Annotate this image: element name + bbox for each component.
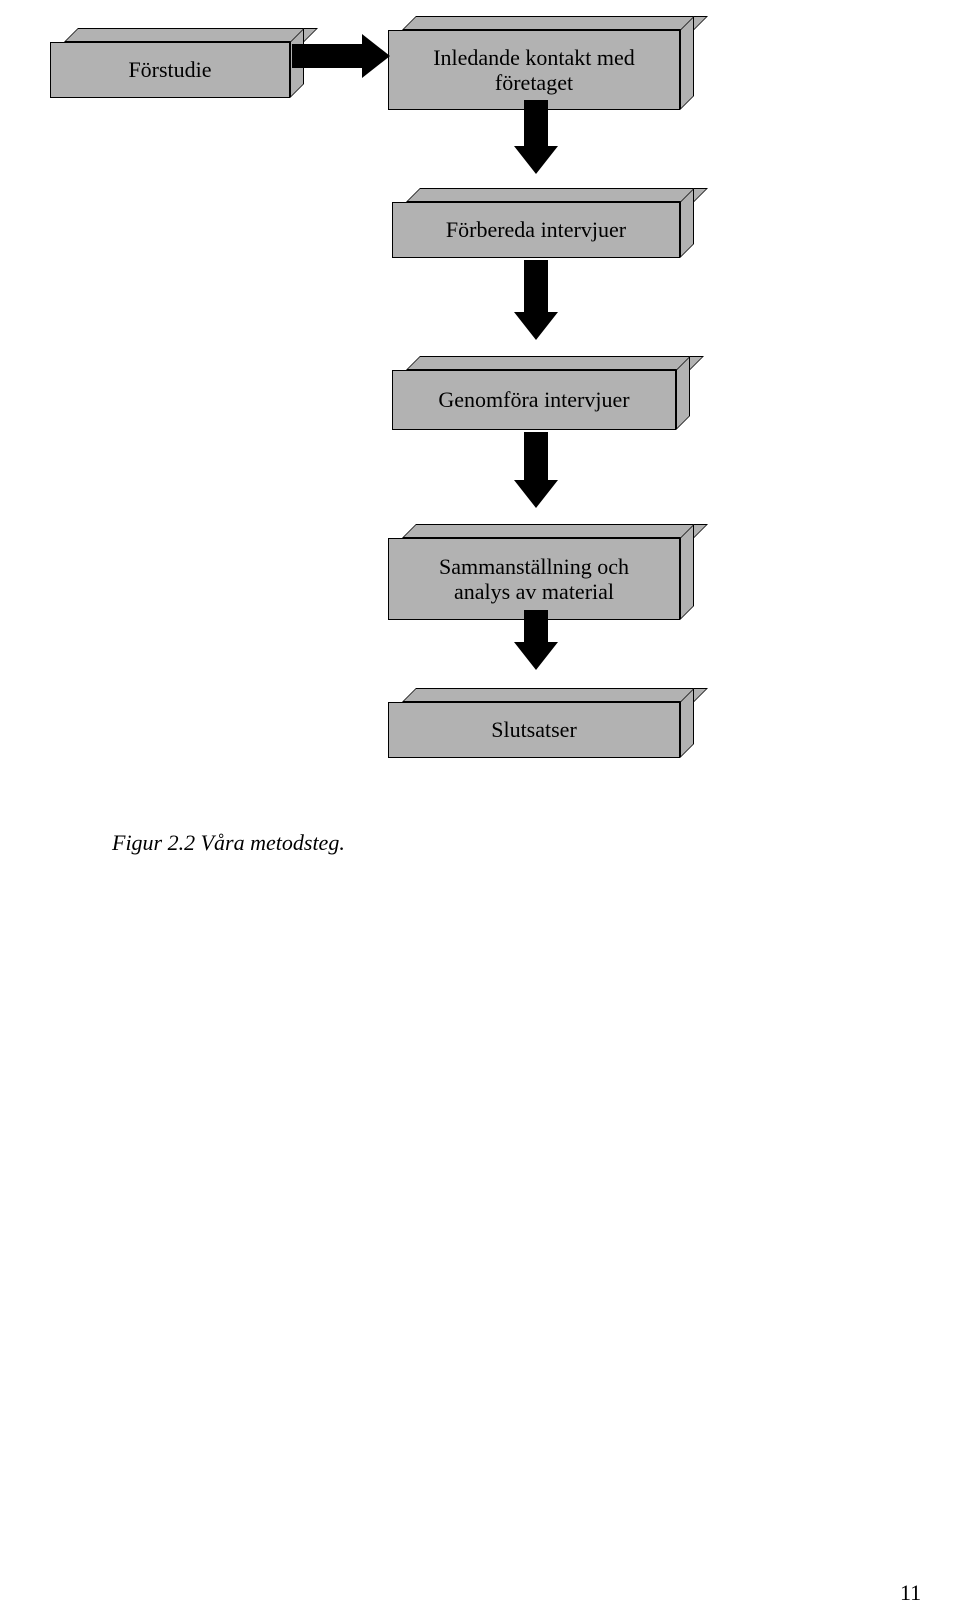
box-label: Inledande kontakt med företaget	[388, 30, 680, 110]
box-side-face	[680, 524, 694, 620]
box-top-face	[406, 356, 704, 370]
arrow-a-d4	[514, 610, 558, 670]
box-top-face	[64, 28, 318, 42]
box-side-face	[680, 188, 694, 258]
box-label: Förbereda intervjuer	[392, 202, 680, 258]
box-side-face	[680, 16, 694, 110]
flow-box-forstudie: Förstudie	[50, 28, 304, 98]
arrow-a-right	[292, 34, 390, 78]
box-label: Sammanställning och analys av material	[388, 538, 680, 620]
box-label: Förstudie	[50, 42, 290, 98]
arrow-a-d2	[514, 260, 558, 340]
flow-box-forbereda: Förbereda intervjuer	[392, 188, 694, 258]
flow-box-sammanstallning: Sammanställning och analys av material	[388, 524, 694, 620]
box-label: Slutsatser	[388, 702, 680, 758]
box-top-face	[406, 188, 708, 202]
box-side-face	[680, 688, 694, 758]
arrow-a-d1	[514, 100, 558, 174]
box-side-face	[676, 356, 690, 430]
box-top-face	[402, 688, 708, 702]
box-top-face	[402, 16, 708, 30]
flow-box-inledande: Inledande kontakt med företaget	[388, 16, 694, 110]
box-label: Genomföra intervjuer	[392, 370, 676, 430]
box-top-face	[402, 524, 708, 538]
arrow-a-d3	[514, 432, 558, 508]
page-number: 11	[900, 1580, 921, 1606]
flow-box-genomfora: Genomföra intervjuer	[392, 356, 690, 430]
flow-box-slutsatser: Slutsatser	[388, 688, 694, 758]
figure-caption: Figur 2.2 Våra metodsteg.	[112, 830, 345, 856]
